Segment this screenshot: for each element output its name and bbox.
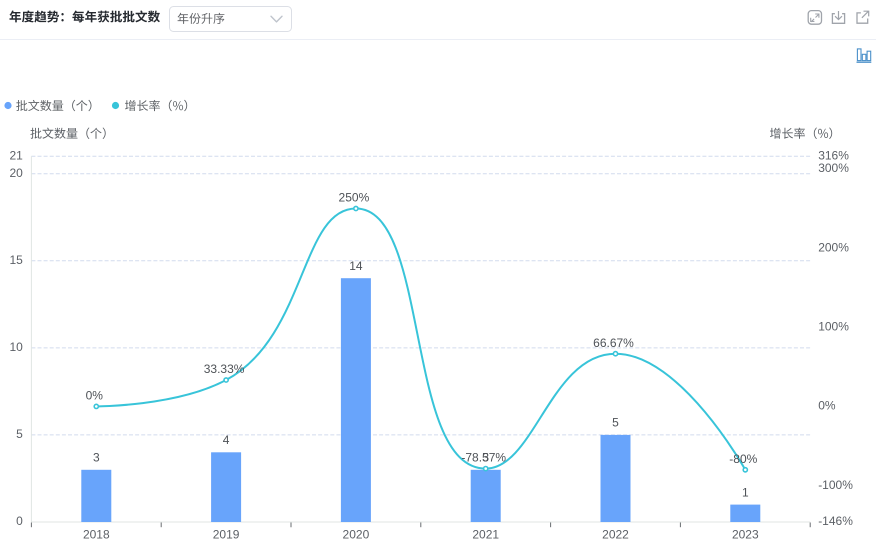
svg-text:-146%: -146% bbox=[818, 514, 853, 528]
svg-text:-100%: -100% bbox=[818, 478, 853, 492]
svg-text:5: 5 bbox=[16, 427, 23, 441]
svg-text:14: 14 bbox=[349, 259, 363, 273]
svg-text:2019: 2019 bbox=[213, 528, 240, 542]
svg-text:33.33%: 33.33% bbox=[204, 362, 245, 376]
svg-text:2022: 2022 bbox=[602, 528, 629, 542]
svg-text:66.67%: 66.67% bbox=[593, 336, 634, 350]
svg-text:2023: 2023 bbox=[732, 528, 759, 542]
svg-text:300%: 300% bbox=[818, 161, 849, 175]
svg-text:4: 4 bbox=[223, 433, 230, 447]
svg-text:21: 21 bbox=[9, 149, 23, 163]
svg-text:100%: 100% bbox=[818, 320, 849, 334]
svg-text:316%: 316% bbox=[818, 149, 849, 163]
svg-text:20: 20 bbox=[9, 166, 23, 180]
svg-text:2018: 2018 bbox=[83, 528, 110, 542]
svg-text:2020: 2020 bbox=[343, 528, 370, 542]
svg-text:15: 15 bbox=[9, 253, 23, 267]
svg-text:3: 3 bbox=[482, 451, 489, 465]
svg-text:-78.57%: -78.57% bbox=[461, 451, 506, 465]
svg-text:0%: 0% bbox=[86, 389, 104, 403]
svg-text:2021: 2021 bbox=[472, 528, 499, 542]
svg-text:5: 5 bbox=[612, 416, 619, 430]
svg-text:200%: 200% bbox=[818, 240, 849, 254]
svg-text:0%: 0% bbox=[818, 399, 836, 413]
svg-text:0: 0 bbox=[16, 514, 23, 528]
svg-text:250%: 250% bbox=[339, 191, 370, 205]
svg-text:3: 3 bbox=[93, 451, 100, 465]
svg-text:1: 1 bbox=[742, 485, 749, 499]
svg-text:-80%: -80% bbox=[729, 452, 757, 466]
svg-text:10: 10 bbox=[9, 340, 23, 354]
